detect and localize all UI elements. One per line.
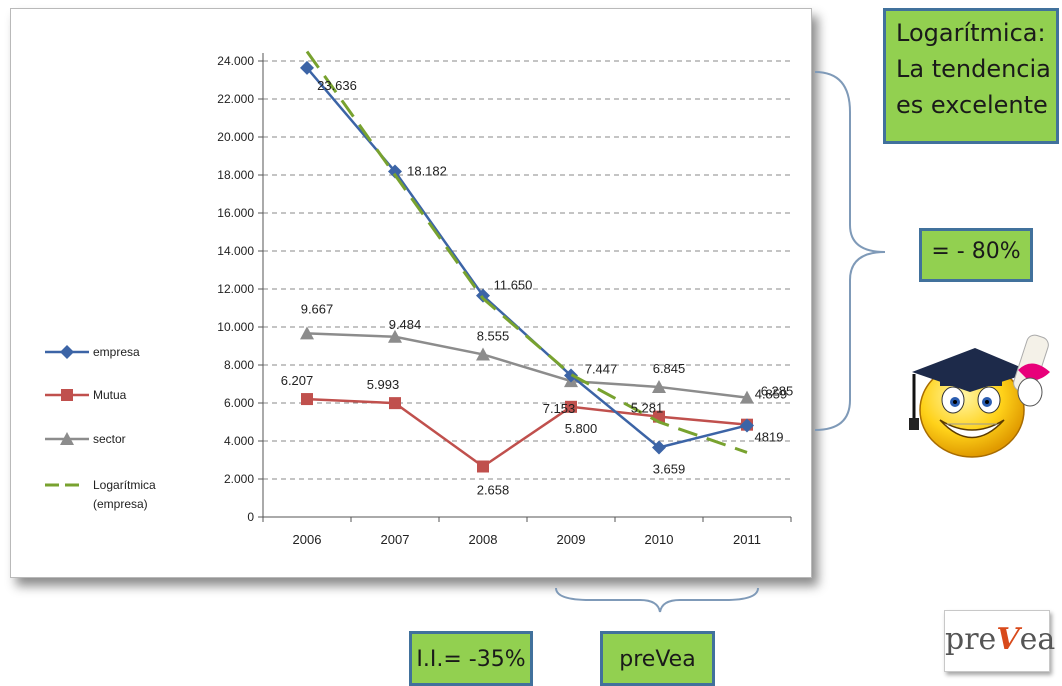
data-label: 7.153 [543, 401, 576, 416]
percent-callout: = - 80% [919, 228, 1033, 282]
data-point-empresa [300, 60, 314, 75]
logo-text-pre: pre [945, 622, 997, 657]
data-label: 23.636 [317, 78, 357, 93]
data-label: 4819 [755, 429, 784, 444]
legend-label: Logarítmica [93, 478, 156, 492]
data-point-empresa [740, 418, 754, 433]
data-label: 9.484 [389, 317, 422, 332]
data-label: 6.845 [653, 361, 686, 376]
x-tick-label: 2006 [293, 532, 322, 547]
data-label: 7.447 [585, 362, 618, 377]
x-tick-label: 2010 [645, 532, 674, 547]
data-label: 18.182 [407, 164, 447, 179]
prevea-logo: preVea [944, 610, 1055, 672]
y-tick-label: 24.000 [217, 54, 254, 68]
legend-label: (empresa) [93, 497, 148, 511]
right-brace [814, 71, 886, 431]
legend-marker [61, 389, 73, 401]
data-label: 3.659 [653, 461, 686, 476]
logo-text-ea: ea [1019, 622, 1056, 657]
y-tick-label: 16.000 [217, 206, 254, 220]
data-point-empresa [388, 164, 402, 179]
ii-callout: I.I.= -35% [409, 631, 533, 686]
bottom-brace [555, 587, 759, 613]
legend-label: Mutua [93, 388, 127, 402]
y-tick-label: 2.000 [224, 472, 254, 486]
data-point-empresa [652, 440, 666, 455]
data-point-sector [388, 329, 402, 343]
chart-card: 0 2.000 4.000 6.000 8.000 10.000 12.000 14.000 1… [10, 8, 812, 578]
data-label: 5.993 [367, 377, 400, 392]
data-label: 2.658 [477, 482, 510, 497]
data-label: 5.281 [631, 401, 664, 416]
data-point-sector [476, 347, 490, 361]
y-tick-label: 0 [247, 510, 254, 524]
data-point-mutua [301, 393, 313, 406]
y-tick-label: 14.000 [217, 244, 254, 258]
trend-callout-line: Logarítmica: [896, 19, 1046, 47]
data-label: 9.667 [301, 301, 334, 316]
prevea-callout: preVea [600, 631, 715, 686]
trend-callout-line: La tendencia [896, 55, 1051, 83]
x-tick-label: 2011 [733, 532, 761, 547]
y-tick-label: 6.000 [224, 396, 254, 410]
trend-callout-line: es excelente [896, 91, 1048, 119]
data-point-sector [740, 390, 754, 404]
series-line-mutua [306, 397, 748, 469]
data-point-mutua [477, 460, 489, 473]
series-line-logaritmica [305, 50, 748, 454]
legend-marker [60, 345, 74, 359]
data-point-mutua [565, 400, 577, 413]
data-label: 6.285 [761, 384, 794, 399]
y-tick-label: 22.000 [217, 92, 254, 106]
data-point-sector [300, 326, 314, 340]
logo-text-v: V [996, 622, 1020, 657]
data-label: 8.555 [477, 328, 510, 343]
data-label: 11.650 [494, 278, 533, 293]
data-point-mutua [389, 397, 401, 410]
y-tick-label: 4.000 [224, 434, 254, 448]
trend-callout: Logarítmica: La tendencia es excelente [883, 8, 1059, 144]
x-tick-label: 2009 [557, 532, 586, 547]
y-tick-label: 12.000 [217, 282, 254, 296]
data-label: 6.207 [281, 373, 314, 388]
y-tick-label: 10.000 [217, 320, 254, 334]
data-point-empresa [476, 288, 490, 303]
data-label: 4.859 [755, 387, 788, 402]
legend-label: empresa [93, 345, 140, 359]
data-label: 5.800 [565, 421, 598, 436]
x-tick-label: 2008 [469, 532, 498, 547]
data-point-sector [652, 379, 666, 393]
y-tick-label: 8.000 [224, 358, 254, 372]
legend-marker [60, 432, 74, 445]
y-tick-label: 18.000 [217, 168, 254, 182]
y-tick-label: 20.000 [217, 130, 254, 144]
legend-label: sector [93, 432, 126, 446]
x-tick-label: 2007 [381, 532, 410, 547]
line-chart: 0 2.000 4.000 6.000 8.000 10.000 12.000 14.000 1… [45, 50, 794, 547]
series-line-sector [306, 332, 748, 399]
